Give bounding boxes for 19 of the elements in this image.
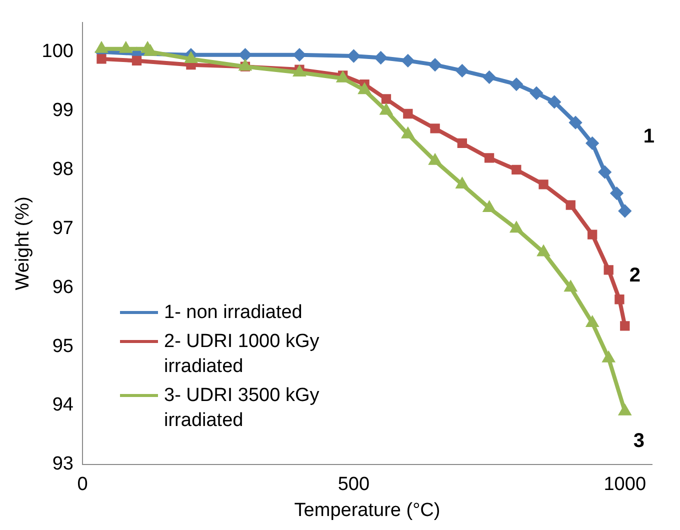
y-tick-label: 94 xyxy=(52,394,74,416)
x-tick-label: 500 xyxy=(338,474,370,496)
annotation: 2 xyxy=(629,264,640,286)
x-tick-label: 0 xyxy=(77,474,88,496)
y-tick-label: 95 xyxy=(52,336,74,357)
x-axis-title: Temperature (°C) xyxy=(294,500,440,521)
y-axis-title: Weight (%) xyxy=(12,196,34,290)
annotation: 1 xyxy=(643,126,654,148)
y-tick-label: 97 xyxy=(52,218,74,239)
legend-label: 3- UDRI 3500 kGy irradiated xyxy=(164,384,320,433)
x-tick-label: 1000 xyxy=(604,474,646,496)
legend-label: 2- UDRI 1000 kGy irradiated xyxy=(164,330,320,379)
legend-label: 1- non irradiated xyxy=(164,301,304,325)
y-tick-label: 100 xyxy=(42,41,74,62)
annotation: 3 xyxy=(633,430,644,452)
y-tick-label: 96 xyxy=(52,276,74,298)
y-tick-label: 99 xyxy=(52,100,74,122)
y-tick-label: 93 xyxy=(52,454,74,475)
y-tick-label: 98 xyxy=(52,158,74,180)
